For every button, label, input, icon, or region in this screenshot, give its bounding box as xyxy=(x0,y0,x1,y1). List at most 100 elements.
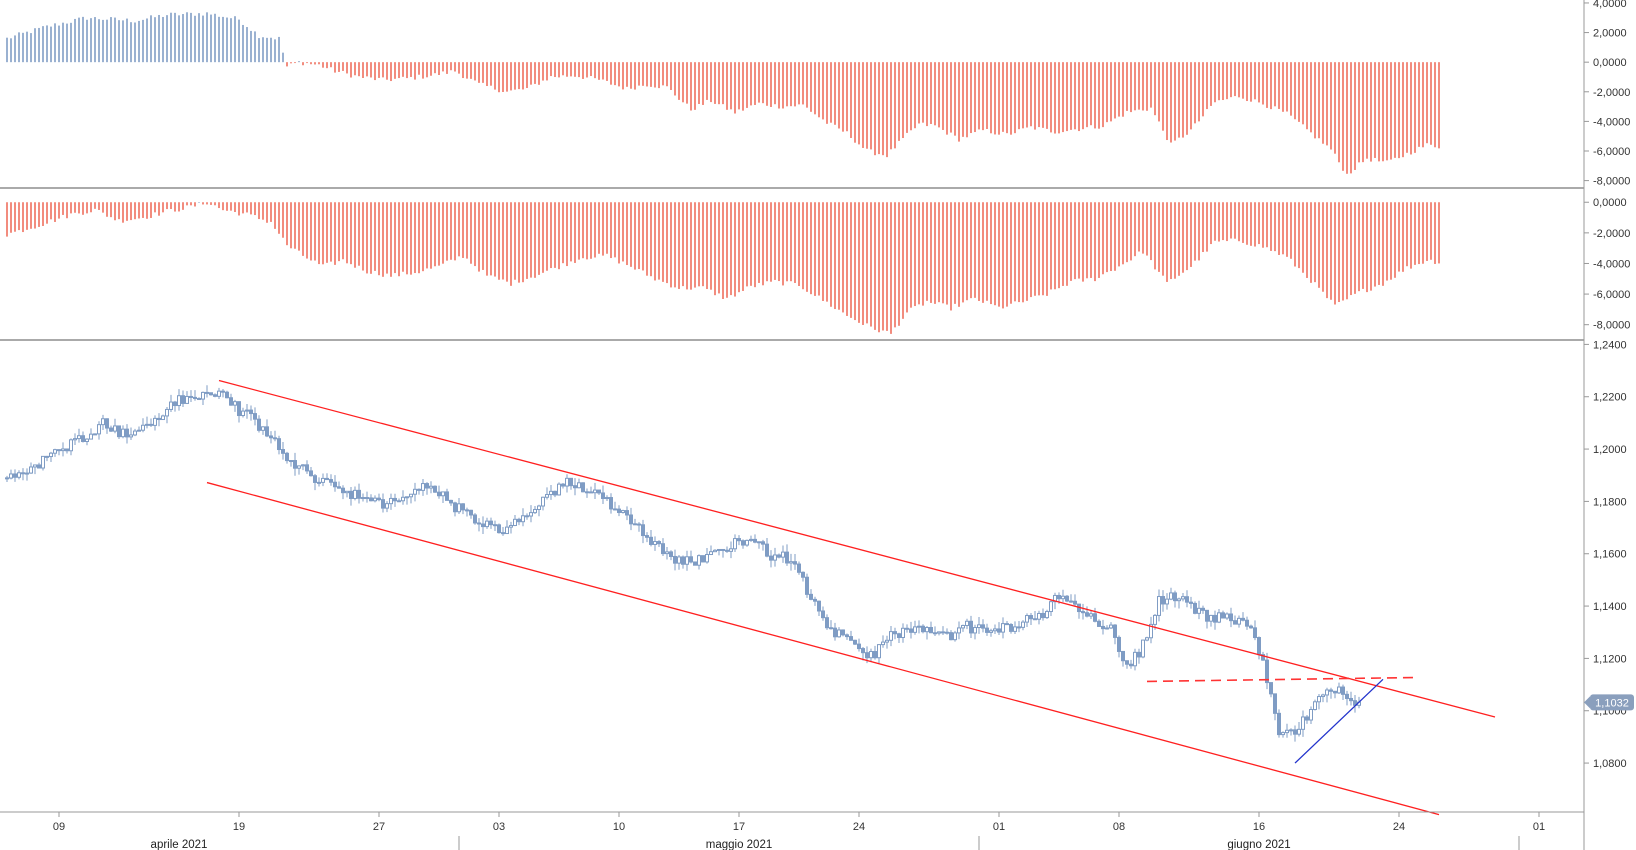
price-y-tick-label: 1,2200 xyxy=(1593,392,1627,404)
middle-indicator-bar xyxy=(86,202,88,214)
upper-indicator-bar xyxy=(1322,62,1324,144)
middle-indicator-bar xyxy=(1026,202,1028,301)
upper-indicator-bar xyxy=(878,62,880,155)
middle-indicator-bar xyxy=(1070,202,1072,281)
middle-indicator-bar xyxy=(378,202,380,276)
middle-indicator-bar xyxy=(1166,202,1168,282)
candle-body xyxy=(357,489,361,499)
middle-y-tick-label: -4,0000 xyxy=(1593,258,1630,270)
middle-indicator-bar xyxy=(106,202,108,217)
upper-indicator-bar xyxy=(674,62,676,96)
middle-indicator-bar xyxy=(318,202,320,265)
middle-indicator-bar xyxy=(558,202,560,270)
middle-indicator-bar xyxy=(1046,202,1048,296)
upper-indicator-bar xyxy=(1098,62,1100,129)
candle-body xyxy=(365,497,369,500)
candle-body xyxy=(953,632,957,641)
upper-indicator-bar xyxy=(1118,62,1120,117)
middle-indicator-bar xyxy=(126,202,128,221)
candle-body xyxy=(825,617,829,629)
candle-body xyxy=(689,556,693,563)
upper-indicator-bar xyxy=(1350,62,1352,174)
upper-indicator-bar xyxy=(910,62,912,131)
middle-indicator-bar xyxy=(922,202,924,306)
middle-indicator-bar xyxy=(1162,202,1164,276)
middle-indicator-bar xyxy=(758,202,760,283)
upper-indicator-bar xyxy=(698,62,700,104)
upper-indicator-bar xyxy=(58,25,60,63)
upper-indicator-bar xyxy=(1154,62,1156,116)
candle-body xyxy=(729,548,733,552)
upper-indicator-bar xyxy=(458,62,460,74)
candle-body xyxy=(701,555,705,563)
middle-indicator-bar xyxy=(1146,202,1148,256)
middle-indicator-bar xyxy=(914,202,916,307)
middle-indicator-bar xyxy=(1270,202,1272,251)
upper-indicator-bar xyxy=(266,37,268,63)
upper-indicator-bar xyxy=(1274,62,1276,107)
upper-indicator-bar xyxy=(1230,62,1232,98)
upper-indicator-bar xyxy=(930,62,932,124)
candle-body xyxy=(1245,619,1249,627)
upper-indicator-bar xyxy=(1050,62,1052,133)
middle-indicator-bar xyxy=(254,202,256,216)
upper-indicator-bar xyxy=(270,37,272,63)
middle-indicator-bar xyxy=(902,202,904,319)
upper-indicator-bar xyxy=(646,62,648,87)
upper-indicator-bar xyxy=(1134,62,1136,111)
upper-indicator-bar xyxy=(882,62,884,156)
middle-y-tick-label: -6,0000 xyxy=(1593,289,1630,301)
middle-indicator-bar xyxy=(1218,202,1220,242)
upper-indicator-bar xyxy=(682,62,684,103)
candle-body xyxy=(409,493,413,498)
middle-indicator-bar xyxy=(330,202,332,262)
upper-indicator-bar xyxy=(446,62,448,74)
middle-indicator-bar xyxy=(622,202,624,262)
middle-indicator-bar xyxy=(986,202,988,301)
middle-indicator-bar xyxy=(354,202,356,268)
upper-indicator-bar xyxy=(886,62,888,158)
candle-body xyxy=(353,489,357,499)
middle-indicator-bar xyxy=(566,202,568,267)
upper-indicator-bar xyxy=(14,35,16,63)
middle-indicator-bar xyxy=(542,202,544,273)
upper-indicator-bar xyxy=(618,62,620,87)
indicator-panel-upper xyxy=(6,12,1440,174)
middle-indicator-bar xyxy=(322,202,324,265)
candle-body xyxy=(1209,614,1213,622)
upper-indicator-bar xyxy=(1046,62,1048,129)
middle-indicator-bar xyxy=(1138,202,1140,252)
middle-indicator-bar xyxy=(1286,202,1288,257)
candle-body xyxy=(237,401,241,417)
middle-indicator-bar xyxy=(834,202,836,310)
upper-indicator-bar xyxy=(90,18,92,63)
candle-body xyxy=(909,628,913,633)
middle-indicator-bar xyxy=(1122,202,1124,265)
middle-indicator-bar xyxy=(142,202,144,218)
candle-body xyxy=(709,551,713,556)
candle-body xyxy=(577,482,581,489)
candle-body xyxy=(853,639,857,645)
candle-body xyxy=(569,477,573,487)
upper-indicator-bar xyxy=(1162,62,1164,131)
upper-indicator-bar xyxy=(1238,62,1240,98)
middle-indicator-bar xyxy=(1322,202,1324,292)
middle-indicator-bar xyxy=(1422,202,1424,264)
upper-indicator-bar xyxy=(762,62,764,104)
middle-indicator-bar xyxy=(190,202,192,206)
upper-indicator-bar xyxy=(958,62,960,142)
candle-body xyxy=(125,428,129,438)
upper-indicator-bar xyxy=(1218,62,1220,101)
candle-body xyxy=(1249,625,1253,629)
upper-indicator-bar xyxy=(554,62,556,78)
candle-body xyxy=(477,522,481,525)
middle-indicator-bar xyxy=(430,202,432,269)
candle-body xyxy=(69,439,73,452)
candle-body xyxy=(605,497,609,500)
candle-body xyxy=(177,395,181,407)
middle-indicator-bar xyxy=(686,202,688,290)
middle-indicator-bar xyxy=(230,202,232,211)
candle-body xyxy=(969,620,973,634)
middle-indicator-bar xyxy=(806,202,808,292)
upper-indicator-bar xyxy=(154,17,156,63)
